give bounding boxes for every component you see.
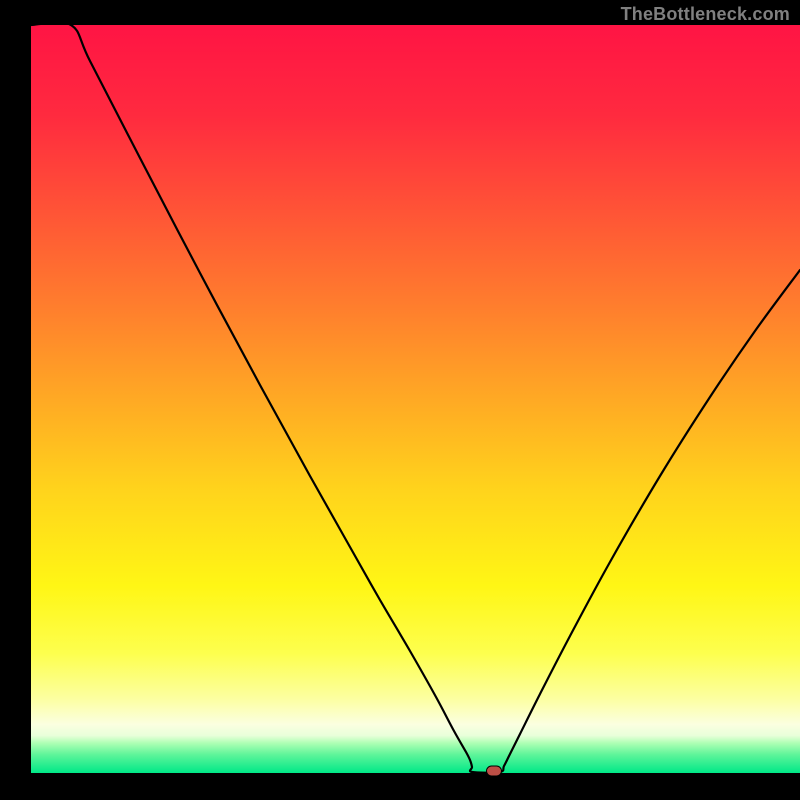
current-position-marker xyxy=(487,766,502,776)
bottleneck-chart: TheBottleneck.com xyxy=(0,0,800,800)
watermark-text: TheBottleneck.com xyxy=(621,4,790,25)
chart-svg xyxy=(0,0,800,800)
